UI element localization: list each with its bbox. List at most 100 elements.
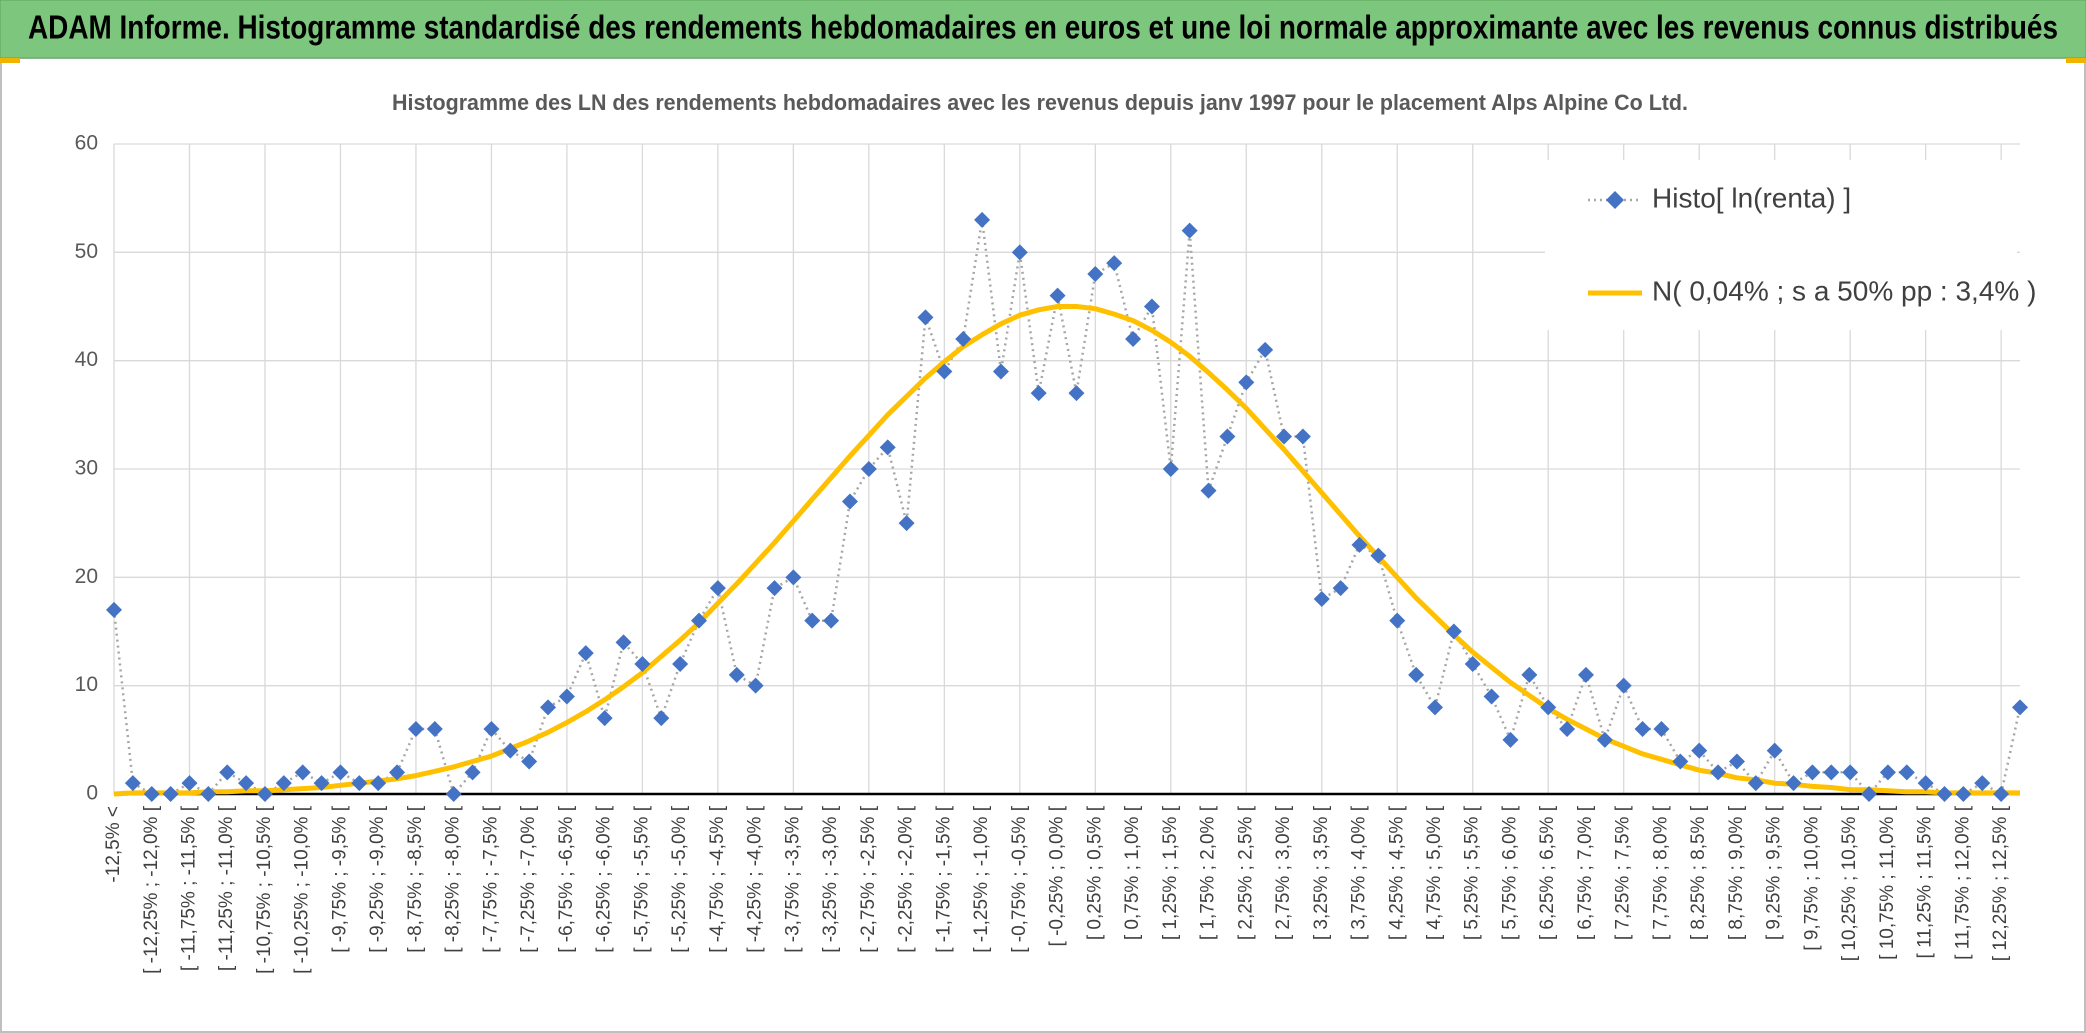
histo-marker — [445, 786, 462, 802]
x-tick-label: [ -7,25% ; -7,0% [ — [518, 805, 539, 953]
x-tick-label: [ -4,25% ; -4,0% [ — [745, 805, 766, 953]
x-tick-label: [ -10,75% ; -10,5% [ — [254, 805, 275, 974]
histo-marker — [823, 612, 840, 629]
x-tick-label: [ -2,75% ; -2,5% [ — [858, 805, 879, 953]
header-bar — [0, 0, 2086, 59]
histo-marker — [200, 786, 217, 802]
histo-marker — [1200, 482, 1217, 499]
histo-marker — [672, 656, 689, 672]
x-tick-label: [ 5,75% ; 6,0% [ — [1499, 805, 1520, 940]
histo-marker — [1993, 786, 2010, 802]
x-tick-label: [ -2,25% ; -2,0% [ — [896, 805, 917, 953]
x-tick-label: [ 0,75% ; 1,0% [ — [1122, 805, 1143, 940]
x-tick-label: [ -4,75% ; -4,5% [ — [707, 805, 728, 953]
histo-marker — [1238, 374, 1255, 391]
histo-marker — [1710, 764, 1727, 781]
histo-marker — [1351, 536, 1368, 553]
histo-line — [112, 219, 2022, 797]
histo-marker — [294, 764, 311, 781]
corner-mark — [2066, 58, 2086, 63]
histo-marker — [370, 775, 387, 792]
histo-marker — [1408, 666, 1425, 683]
x-tick-label: [ 2,25% ; 2,5% [ — [1235, 805, 1256, 940]
histo-marker — [124, 775, 141, 792]
histo-marker — [691, 612, 708, 629]
legend-swatch — [1606, 191, 1624, 209]
histo-marker — [1464, 656, 1481, 672]
y-tick-label: 10 — [75, 673, 98, 696]
x-tick-label: [ -11,75% ; -11,5% [ — [179, 805, 200, 971]
histo-marker — [879, 439, 896, 456]
histo-marker — [917, 309, 934, 326]
histo-marker — [464, 764, 481, 781]
x-tick-label: [ -10,25% ; -10,0% [ — [292, 805, 313, 974]
x-tick-label: [ 3,25% ; 3,5% [ — [1311, 805, 1332, 940]
x-tick-label: [ 7,25% ; 7,5% [ — [1613, 805, 1634, 940]
x-tick-label: [ 10,75% ; 11,0% [ — [1877, 805, 1898, 960]
histo-marker — [992, 363, 1009, 380]
histo-marker — [521, 753, 538, 770]
histo-marker — [1521, 666, 1538, 683]
histo-marker — [709, 580, 726, 597]
histo-marker — [332, 764, 349, 781]
x-tick-label: [ 11,75% ; 12,0% [ — [1952, 805, 1973, 960]
x-tick-label: [ 11,25% ; 11,5% [ — [1915, 805, 1936, 958]
histo-marker — [1143, 298, 1160, 315]
corner-mark — [0, 58, 20, 63]
histo-marker — [162, 786, 179, 802]
x-tick-label: [ -9,75% ; -9,5% [ — [329, 805, 350, 953]
x-tick-label: [ 1,25% ; 1,5% [ — [1160, 805, 1181, 940]
histo-marker — [1068, 385, 1085, 402]
header-title: ADAM Informe. Histogramme standardisé de… — [28, 9, 2058, 46]
x-tick-label: [ 3,75% ; 4,0% [ — [1349, 805, 1370, 940]
histo-marker — [1728, 753, 1745, 770]
x-tick-label: [ -3,25% ; -3,0% [ — [820, 805, 841, 953]
histo-marker — [1011, 244, 1028, 261]
histo-marker — [1577, 666, 1594, 683]
histo-marker — [2012, 699, 2028, 716]
histo-marker — [1426, 699, 1443, 716]
histo-marker — [1653, 721, 1670, 737]
histo-marker — [256, 786, 273, 802]
x-tick-label: [ -1,75% ; -1,5% [ — [933, 805, 954, 953]
histo-marker — [1785, 775, 1802, 792]
histo-marker — [1747, 775, 1764, 792]
x-tick-label: [ 6,25% ; 6,5% [ — [1537, 805, 1558, 940]
x-tick-label: [ 1,75% ; 2,0% [ — [1198, 805, 1219, 940]
histo-marker — [766, 580, 783, 597]
y-tick-label: 0 — [86, 782, 98, 805]
histo-marker — [1181, 222, 1198, 239]
histo-marker — [1445, 623, 1462, 640]
histo-marker — [426, 721, 443, 737]
histo-marker — [1634, 721, 1651, 737]
x-tick-label: [ -11,25% ; -11,0% [ — [216, 805, 237, 971]
histo-marker — [1955, 786, 1972, 802]
histo-marker — [1257, 341, 1274, 358]
histo-marker — [351, 775, 368, 792]
histo-marker — [502, 742, 519, 759]
histo-marker — [1389, 612, 1406, 629]
histo-marker — [1898, 764, 1915, 781]
x-tick-label: [ -1,25% ; -1,0% [ — [971, 805, 992, 953]
histo-marker — [785, 569, 802, 586]
chart-title: Histogramme des LN des rendements hebdom… — [392, 90, 1688, 115]
x-tick-label: [ -6,25% ; -6,0% [ — [594, 805, 615, 953]
x-tick-label: [ -5,75% ; -5,5% [ — [631, 805, 652, 953]
histo-marker — [1162, 461, 1179, 477]
x-tick-label: [ 5,25% ; 5,5% [ — [1462, 805, 1483, 940]
histo-marker — [1294, 428, 1311, 445]
histo-marker — [577, 645, 594, 662]
y-tick-label: 60 — [75, 132, 98, 155]
histo-marker — [596, 710, 613, 727]
histo-marker — [313, 775, 330, 792]
histo-marker — [143, 786, 160, 802]
y-tick-label: 20 — [75, 565, 98, 588]
histo-marker — [1691, 742, 1708, 759]
histo-marker — [1766, 742, 1783, 759]
histo-marker — [1219, 428, 1236, 445]
histo-marker — [558, 688, 575, 705]
histo-marker — [974, 211, 991, 228]
normal-curve — [113, 304, 2020, 797]
histo-marker — [1559, 721, 1576, 737]
